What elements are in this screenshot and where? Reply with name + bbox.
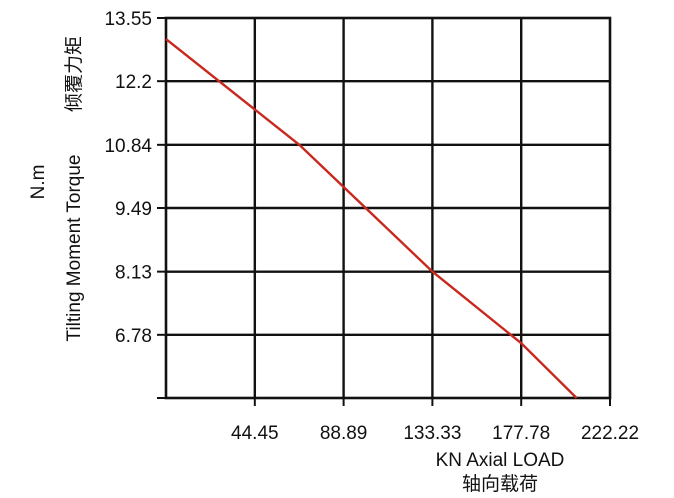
y-axis-unit: N.m [28,165,49,200]
x-tick-label: 133.33 [403,423,461,444]
series-lines [165,38,578,399]
y-tick-label: 6.78 [115,326,152,347]
y-tick-label: 9.49 [115,199,152,220]
y-tick-label: 12.2 [115,72,152,93]
x-tick-label: 222.22 [581,423,639,444]
plot-border [164,16,612,400]
plot-frame [164,16,612,400]
y-tick-label: 10.84 [104,136,152,157]
grid [157,17,611,406]
y-tick-label: 13.55 [104,9,152,30]
x-tick-label: 88.89 [320,423,368,444]
x-tick-label: 177.78 [492,423,550,444]
x-axis-title: KN Axial LOAD [436,450,565,471]
x-axis-title-cn: 轴向载荷 [462,473,538,495]
series-line [165,38,578,399]
y-axis-title: Tilting Moment Torque [64,155,85,342]
y-axis-title-cn: 倾覆力矩 [63,36,85,112]
y-tick-label: 8.13 [115,263,152,284]
tick-labels: 44.45 88.89 133.33 177.78 222.22 13.55 12.2 10.… [104,9,639,444]
x-tick-label: 44.45 [231,423,279,444]
